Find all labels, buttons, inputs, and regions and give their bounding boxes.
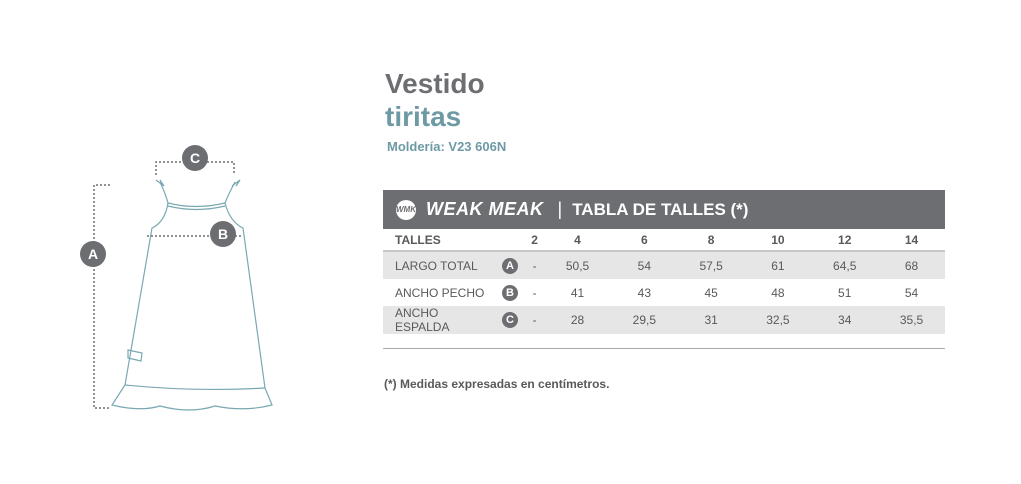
cell: 54 — [610, 251, 678, 279]
marker-c: C — [182, 145, 208, 171]
table-row: ANCHO ESPALDA C - 28 29,5 31 32,5 34 35,… — [383, 306, 945, 334]
table-row: LARGO TOTAL A - 50,5 54 57,5 61 64,5 68 — [383, 251, 945, 279]
marker-a: A — [80, 241, 106, 267]
header-cell: 4 — [544, 230, 611, 252]
row-label: ANCHO PECHO — [395, 285, 485, 300]
dress-diagram — [93, 161, 273, 411]
cell: - — [532, 285, 537, 300]
cell: 29,5 — [610, 306, 678, 334]
cell: 43 — [637, 285, 651, 300]
measure-lines — [93, 161, 243, 409]
header-cell: 6 — [610, 230, 678, 252]
cell: 64,5 — [811, 251, 879, 279]
header-cell: TALLES — [383, 230, 525, 252]
cell: 51 — [838, 285, 852, 300]
cell: 61 — [744, 251, 812, 279]
header-cell: 8 — [677, 230, 745, 252]
row-marker: C — [502, 312, 518, 328]
cell: 50,5 — [544, 251, 611, 279]
separator: | — [557, 199, 563, 219]
table-header-row: TALLES 2 4 6 8 10 12 14 — [383, 230, 945, 252]
cell: 28 — [544, 306, 611, 334]
table-row: ANCHO PECHO B - 41 43 45 48 51 54 — [383, 279, 945, 306]
cell: 31 — [677, 306, 745, 334]
cell: 54 — [904, 285, 919, 300]
cell: 34 — [811, 306, 879, 334]
cell: 32,5 — [744, 306, 812, 334]
divider — [383, 348, 945, 349]
cell: 45 — [704, 285, 718, 300]
table-title: TABLA DE TALLES (*) — [572, 199, 749, 219]
cell: - — [525, 251, 545, 279]
pattern-code: Moldería: V23 606N — [387, 139, 507, 154]
row-marker: B — [502, 284, 518, 301]
row-label: LARGO TOTAL — [383, 251, 495, 279]
cell: 41 — [570, 285, 585, 300]
size-table: TALLES 2 4 6 8 10 12 14 LARGO TOTAL A - … — [383, 230, 945, 334]
header-cell: 12 — [811, 230, 879, 252]
cell: - — [525, 306, 545, 334]
cell: 68 — [878, 251, 945, 279]
product-title: Vestido — [385, 68, 485, 99]
table-header-bar: WMK WEAK MEAK | TABLA DE TALLES (*) — [383, 190, 945, 229]
header-cell: 10 — [744, 230, 812, 252]
header-cell: 14 — [878, 230, 945, 252]
row-marker: A — [502, 257, 518, 274]
brand-name: WEAK MEAK — [426, 199, 544, 219]
product-subtitle: tiritas — [385, 101, 462, 132]
cell: 48 — [771, 285, 785, 300]
brand-logo-icon: WMK — [396, 199, 416, 220]
row-label: ANCHO ESPALDA — [383, 306, 495, 334]
cell: 35,5 — [878, 306, 945, 334]
footnote: (*) Medidas expresadas en centímetros. — [384, 377, 610, 391]
dress-outline — [111, 179, 273, 411]
cell: 57,5 — [677, 251, 745, 279]
header-cell: 2 — [525, 230, 545, 252]
marker-b: B — [210, 221, 236, 247]
